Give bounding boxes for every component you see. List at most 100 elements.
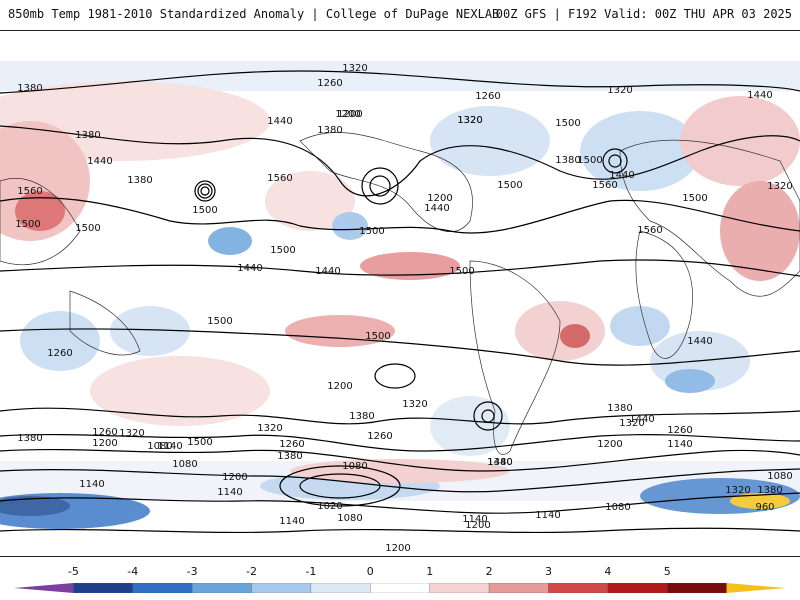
contour-label: 1380 [17,83,42,94]
contour-label: 1320 [257,423,282,434]
model-run-info: 00Z GFS | F192 Valid: 00Z THU APR 03 202… [495,7,792,21]
contour-label: 1500 [682,193,707,204]
contour-label: 1320 [457,115,482,126]
contour-label: 1380 [487,457,512,468]
contour-label: 1320 [767,181,792,192]
header: 850mb Temp 1981-2010 Standardized Anomal… [0,0,800,30]
contour-label: 1140 [157,441,182,452]
contour-label: 1380 [127,175,152,186]
contour-label: 1440 [267,116,292,127]
colorbar-segment [132,583,193,593]
contour-label: 1500 [577,155,602,166]
anomaly-map[interactable]: 1320138012601200132013801440126012001320… [0,31,800,557]
contour-label: 1080 [605,502,630,513]
contour-label: 1320 [119,428,144,439]
contour-label: 1380 [555,155,580,166]
colorbar-segment [726,583,786,593]
colorbar-tick-label: 2 [485,565,493,578]
contour-label: 1260 [279,439,304,450]
contour-label: 1200 [597,439,622,450]
colorbar-tick-label: -3 [186,565,198,578]
contour-label: 1260 [317,78,342,89]
contour-label: 1320 [725,485,750,496]
height-contours [0,70,800,534]
colorbar-segment [548,583,608,593]
contour-label: 1140 [217,487,242,498]
contour-label: 1500 [192,205,217,216]
contour-label: 1200 [222,472,247,483]
contour-label: 1140 [535,510,560,521]
contour-label: 1440 [87,156,112,167]
colorbar-segment [14,583,74,593]
contour-label: 1500 [365,331,390,342]
anomaly-shading [0,61,800,529]
contour-label: 1440 [609,170,634,181]
contour-label: 1080 [172,459,197,470]
colorbar-segment [667,583,727,593]
colorbar-segment [488,583,549,593]
colorbar-segment [370,583,430,593]
colorbar-segment [429,583,490,593]
colorbar-legend: -5 -4 -3 -2 -1 0 1 2 3 4 5 [0,565,800,600]
contour-label: 1260 [367,431,392,442]
contour-label: 1200 [327,381,352,392]
contour-label: 1320 [342,63,367,74]
contour-label: 1380 [17,433,42,444]
contour-label: 1500 [187,437,212,448]
contour-labels: 1320138012601200132013801440126012001320… [15,63,792,554]
contour-label: 1440 [687,336,712,347]
contour-label: 1260 [475,91,500,102]
contour-label: 1560 [267,173,292,184]
colorbar-tick-label: 0 [366,565,374,578]
contour-label: 1500 [207,316,232,327]
contour-label: 1380 [757,485,782,496]
colorbar-scale [14,583,786,593]
contour-label: 1440 [747,90,772,101]
contour-label: 1380 [75,130,100,141]
contour-label: 1320 [619,418,644,429]
colorbar-segment [192,583,252,593]
contour-label: 1500 [555,118,580,129]
contour-label: 1140 [79,479,104,490]
colorbar-tick-label: -4 [127,565,139,578]
contour-label: 1500 [497,180,522,191]
contour-label: 1320 [402,399,427,410]
contour-label: 1320 [607,85,632,96]
map-title: 850mb Temp 1981-2010 Standardized Anomal… [8,7,500,21]
contour-label: 1380 [607,403,632,414]
contour-label: 1560 [592,180,617,191]
contour-label: 1380 [277,451,302,462]
coastlines [0,132,800,455]
contour-label: 1080 [337,513,362,524]
contour-label: 1500 [270,245,295,256]
contour-label: 1500 [449,266,474,277]
contour-label: 1500 [75,223,100,234]
contour-label: 1560 [17,186,42,197]
colorbar-tick-label: -1 [305,565,317,578]
contour-label: 1200 [385,543,410,554]
contour-label: 1440 [315,266,340,277]
colorbar-tick-label: -2 [246,565,258,578]
contour-label: 1140 [667,439,692,450]
contour-label: 1080 [767,471,792,482]
contour-label: 1440 [629,414,654,425]
contour-label: 960 [755,502,774,513]
colorbar-tick-label: 4 [604,565,612,578]
contour-label: 1200 [465,520,490,531]
contour-label: 1440 [424,203,449,214]
contour-label: 1200 [92,438,117,449]
colorbar-segment [251,583,312,593]
contour-label: 1140 [462,514,487,525]
contour-label: 1200 [427,193,452,204]
colorbar-tick-label: 1 [426,565,434,578]
contour-label: 1080 [147,441,172,452]
colorbar-tick-label: 3 [544,565,552,578]
colorbar-segment [607,583,668,593]
colorbar-tick-label: 5 [663,565,671,578]
map-panel[interactable]: 1320138012601200132013801440126012001320… [0,30,800,557]
colorbar-segment [73,583,133,593]
contour-label: 1500 [359,226,384,237]
contour-label: 1260 [667,425,692,436]
contour-label: 1440 [237,263,262,274]
contour-label: 1380 [349,411,374,422]
